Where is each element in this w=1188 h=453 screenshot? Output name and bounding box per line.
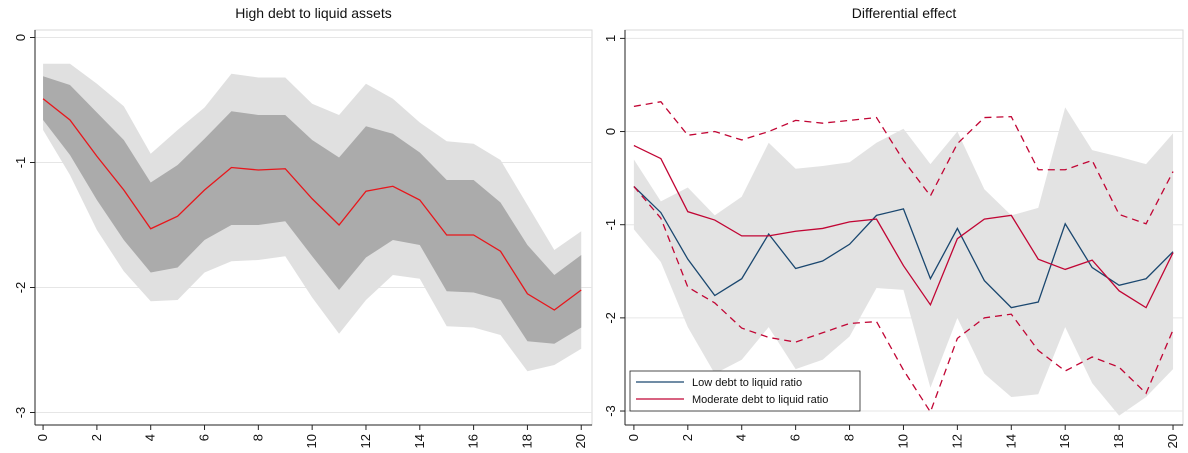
x-tick-label: 12 [358,434,373,448]
line [633,144,1174,309]
x-tick-label: 8 [250,434,265,441]
x-tick-label: 4 [143,434,158,441]
x-tick-label: 20 [573,434,588,448]
y-tick-label: -3 [13,407,28,419]
x-tick-label: 18 [519,434,534,448]
x-tick-label: 14 [412,434,427,448]
x-tick-label: 8 [842,434,857,441]
x-tick-label: 10 [895,434,910,448]
legend-label: Moderate debt to liquid ratio [692,394,828,406]
x-tick-label: 16 [1057,434,1072,448]
line [42,98,582,311]
x-tick-label: 2 [680,434,695,441]
legend [629,370,861,412]
y-tick-label: -2 [13,282,28,294]
y-tick-label: -1 [13,157,28,169]
line [633,186,1174,414]
y-tick-label: 0 [603,128,618,135]
x-tick-label: 0 [626,434,641,441]
line [633,186,1174,309]
confidence-band [43,76,582,344]
legend-label: Low debt to liquid ratio [692,377,802,389]
line [633,101,1174,225]
y-tick-label: -3 [603,405,618,417]
y-tick-label: 0 [13,34,28,41]
y-tick-label: -1 [603,219,618,231]
y-tick-label: 1 [603,35,618,42]
confidence-band [633,107,1174,416]
x-tick-label: 4 [734,434,749,441]
x-tick-label: 18 [1111,434,1126,448]
panel-title: Differential effect [852,5,957,21]
x-tick-label: 20 [1165,434,1180,448]
x-tick-label: 0 [35,434,50,441]
x-tick-label: 10 [304,434,319,448]
x-tick-label: 6 [197,434,212,441]
x-tick-label: 12 [949,434,964,448]
x-tick-label: 16 [466,434,481,448]
y-tick-label: -2 [603,312,618,324]
x-tick-label: 2 [89,434,104,441]
x-tick-label: 14 [1003,434,1018,448]
panel: High debt to liquid assets 0 -1 -2 -3 0 2 4 6 8 10… [13,5,593,448]
panel-title: High debt to liquid assets [235,5,391,21]
x-tick-label: 6 [788,434,803,441]
